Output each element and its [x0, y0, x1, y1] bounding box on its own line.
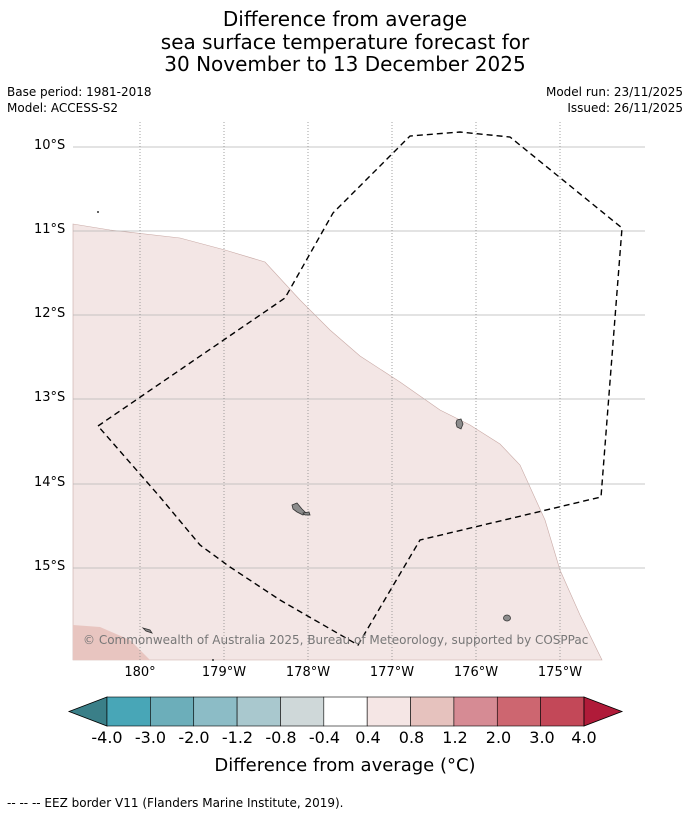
colorbar-tick: -0.4 — [308, 728, 341, 747]
lon-label: 176°W — [453, 665, 499, 680]
eez-legend-note: -- -- -- EEZ border V11 (Flanders Marine… — [7, 796, 344, 810]
model-run: Model run: 23/11/2025 — [545, 85, 683, 99]
colorbar-tick: -0.8 — [265, 728, 297, 747]
colorbar-tick: 2.0 — [485, 728, 512, 747]
colorbar-label: Difference from average (°C) — [214, 755, 476, 776]
colorbar-tick: -4.0 — [91, 728, 123, 747]
lat-label: 14°S — [34, 475, 66, 490]
colorbar-segment — [540, 696, 585, 727]
colorbar-tick: -2.0 — [178, 728, 210, 747]
model-name: Model: ACCESS-S2 — [7, 101, 119, 115]
anomaly-region-light — [72, 223, 603, 661]
colorbar-segment — [496, 696, 541, 727]
lat-label: 10°S — [34, 138, 66, 153]
colorbar-segment — [410, 696, 455, 727]
title-line-3: 30 November to 13 December 2025 — [164, 52, 526, 76]
issued-date: Issued: 26/11/2025 — [567, 101, 683, 115]
colorbar-tick: 1.2 — [442, 728, 468, 747]
colorbar-segment — [236, 696, 281, 727]
colorbar-segment — [366, 696, 411, 727]
lon-label: 180° — [124, 665, 156, 680]
latitude-gridlines — [73, 146, 645, 569]
lon-label: 178°W — [285, 665, 331, 680]
title-line-1: Difference from average — [222, 7, 468, 31]
colorbar-segment — [106, 696, 151, 727]
lat-label: 13°S — [34, 390, 66, 405]
colorbar-extend-high — [583, 696, 624, 727]
title-line-2: sea surface temperature forecast for — [160, 29, 530, 54]
island-southeast — [503, 614, 511, 622]
lat-label: 12°S — [34, 306, 66, 321]
islands — [97, 211, 511, 661]
island-southwest — [141, 627, 153, 634]
lon-label: 175°W — [537, 665, 583, 680]
colorbar-tick: -1.2 — [221, 728, 254, 747]
colorbar-extend-low — [67, 696, 108, 727]
anomaly-region-warm — [73, 625, 150, 660]
lon-label: 179°W — [201, 665, 247, 680]
colorbar-segment — [280, 696, 325, 727]
meta-left: Base period: 1981-2018 Model: ACCESS-S2 — [7, 84, 152, 116]
map-title: Difference from average sea surface temp… — [0, 8, 690, 76]
colorbar-segment — [150, 696, 195, 727]
colorbar-tick: 0.8 — [398, 728, 425, 747]
lat-label: 11°S — [34, 222, 66, 237]
colorbar-tick: -3.0 — [134, 728, 167, 747]
lon-label: 177°W — [369, 665, 415, 680]
colorbar-tick: 0.4 — [355, 728, 381, 747]
copyright-notice: © Commonwealth of Australia 2025, Bureau… — [83, 633, 589, 647]
island-central-small — [302, 511, 311, 516]
colorbar-segment — [323, 696, 368, 727]
lat-label: 15°S — [34, 559, 66, 574]
islet-northwest — [97, 211, 99, 213]
colorbar — [67, 696, 624, 727]
base-period: Base period: 1981-2018 — [7, 85, 152, 99]
eez-border — [96, 131, 623, 646]
islet-south — [212, 659, 214, 661]
colorbar-tick: 3.0 — [529, 728, 555, 747]
colorbar-segment — [193, 696, 238, 727]
colorbar-tick: 4.0 — [571, 728, 597, 747]
meta-right: Model run: 23/11/2025 Issued: 26/11/2025 — [546, 84, 683, 116]
colorbar-segment — [453, 696, 498, 727]
island-east — [455, 418, 464, 430]
